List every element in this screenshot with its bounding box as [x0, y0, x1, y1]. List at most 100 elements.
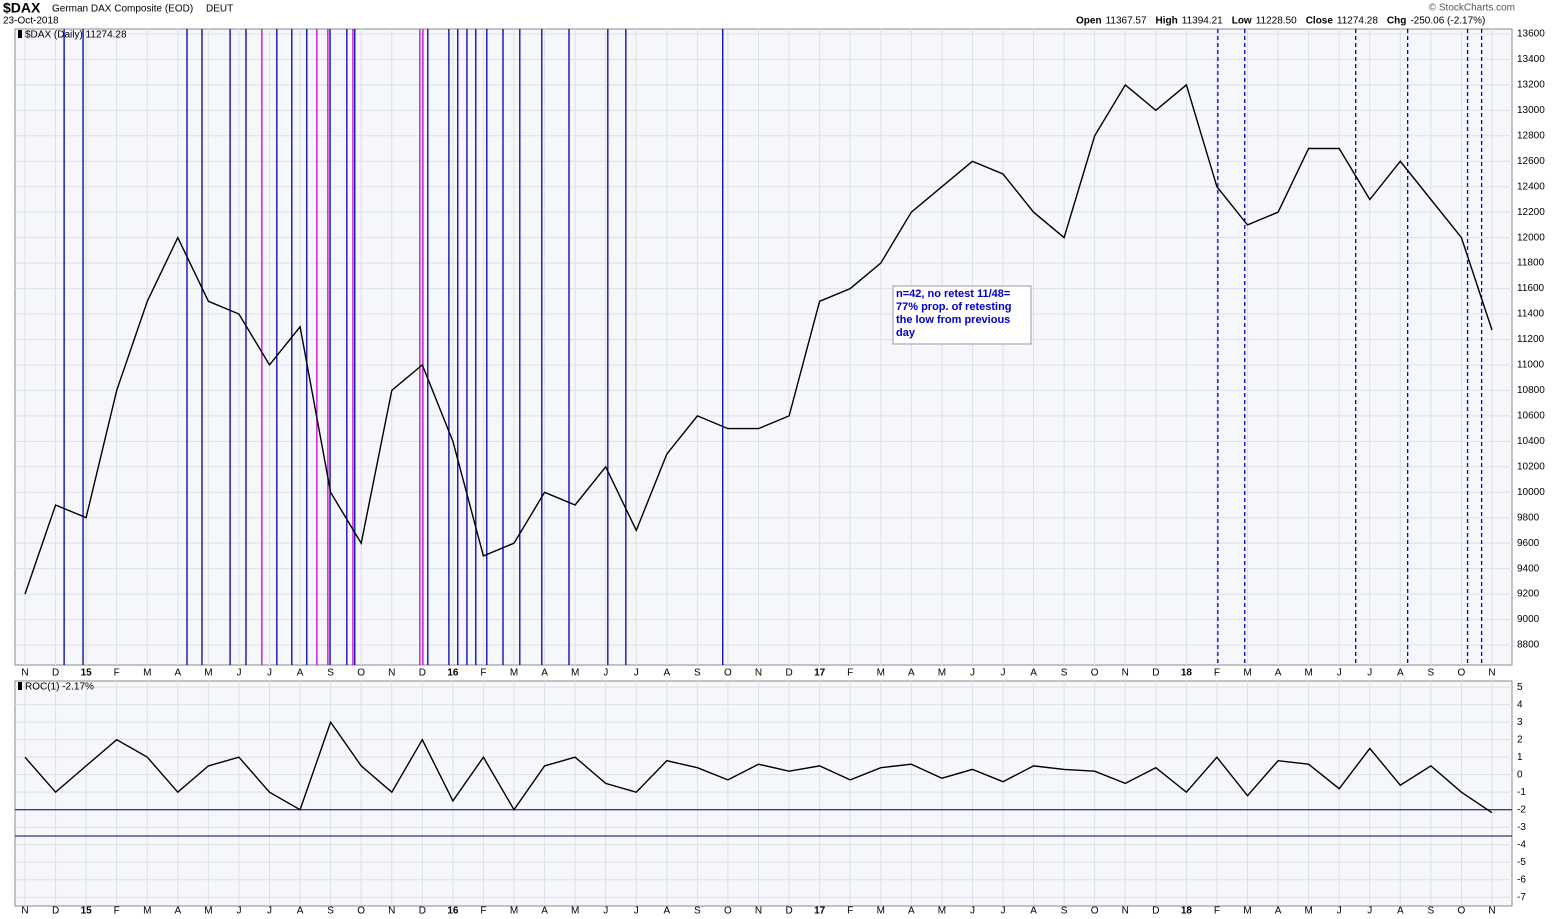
y-tick-label: 11800	[1517, 258, 1545, 269]
x-tick-label: A	[908, 668, 915, 679]
x-tick-label: 16	[447, 906, 459, 917]
annotation-text: the low from previous	[896, 314, 1010, 326]
x-tick-label: A	[297, 668, 304, 679]
x-tick-label: M	[143, 668, 151, 679]
x-tick-label: A	[541, 906, 548, 917]
x-tick-label: J	[1367, 906, 1372, 917]
x-tick-label: J	[970, 668, 975, 679]
x-tick-label: D	[419, 668, 426, 679]
x-tick-label: 16	[447, 668, 459, 679]
x-tick-label: O	[1091, 668, 1099, 679]
x-tick-label: J	[1001, 668, 1006, 679]
x-tick-label: M	[1243, 668, 1251, 679]
x-tick-label: J	[236, 668, 241, 679]
legend-box	[18, 682, 22, 690]
x-tick-label: O	[1091, 906, 1099, 917]
x-tick-label: M	[1304, 668, 1312, 679]
x-tick-label: S	[1428, 906, 1435, 917]
quote-value: 11367.57	[1106, 16, 1147, 27]
y-tick-label: 13000	[1517, 105, 1545, 116]
x-tick-label: A	[1275, 668, 1282, 679]
x-tick-label: M	[877, 668, 885, 679]
quote-label: Close	[1306, 16, 1334, 27]
x-tick-label: A	[1030, 906, 1037, 917]
x-tick-label: J	[236, 906, 241, 917]
y-tick-label: 10200	[1517, 461, 1545, 472]
copyright: © StockCharts.com	[1429, 3, 1515, 14]
x-tick-label: O	[357, 668, 365, 679]
x-tick-label: 15	[81, 906, 93, 917]
y-tick-label: 12000	[1517, 232, 1545, 243]
x-tick-label: J	[267, 906, 272, 917]
y-tick-label: 12200	[1517, 207, 1545, 218]
y-tick-label: 11200	[1517, 334, 1545, 345]
y-tick-label: 1	[1517, 752, 1523, 763]
x-tick-label: F	[1214, 668, 1220, 679]
x-tick-label: D	[52, 906, 59, 917]
x-tick-label: M	[571, 906, 579, 917]
y-tick-label: -5	[1517, 857, 1526, 868]
x-tick-label: J	[1367, 668, 1372, 679]
x-tick-label: M	[877, 906, 885, 917]
x-tick-label: 18	[1181, 668, 1193, 679]
y-tick-label: -2	[1517, 804, 1526, 815]
x-tick-label: D	[1152, 906, 1159, 917]
x-tick-label: A	[174, 668, 181, 679]
quote-label: Low	[1232, 16, 1252, 27]
y-tick-label: 11600	[1517, 283, 1545, 294]
plot-area	[14, 680, 1513, 907]
y-tick-label: -6	[1517, 874, 1526, 885]
x-tick-label: J	[634, 906, 639, 917]
x-tick-label: F	[114, 906, 120, 917]
quote-value: -250.06 (-2.17%)	[1410, 16, 1485, 27]
x-tick-label: A	[1275, 906, 1282, 917]
x-tick-label: D	[785, 906, 792, 917]
y-tick-label: 10400	[1517, 436, 1545, 447]
quote-value: 11394.21	[1182, 16, 1223, 27]
x-tick-label: N	[21, 668, 28, 679]
x-tick-label: N	[1122, 668, 1129, 679]
quote-label: Open	[1076, 16, 1102, 27]
x-tick-label: J	[634, 668, 639, 679]
x-tick-label: S	[1061, 668, 1068, 679]
x-tick-label: O	[357, 906, 365, 917]
x-tick-label: S	[694, 668, 701, 679]
x-tick-label: J	[970, 906, 975, 917]
legend: $DAX (Daily) 11274.28	[25, 30, 127, 41]
quote-value: 11228.50	[1256, 16, 1297, 27]
x-tick-label: A	[663, 906, 670, 917]
y-tick-label: 13200	[1517, 80, 1545, 91]
x-tick-label: O	[1458, 668, 1466, 679]
x-tick-label: A	[297, 906, 304, 917]
y-tick-label: 10600	[1517, 411, 1545, 422]
x-tick-label: J	[603, 906, 608, 917]
annotation-text: n=42, no retest 11/48=	[896, 288, 1010, 300]
x-tick-label: M	[204, 668, 212, 679]
x-tick-label: A	[908, 906, 915, 917]
x-tick-label: F	[1214, 906, 1220, 917]
x-tick-label: M	[1304, 906, 1312, 917]
x-tick-label: S	[327, 668, 334, 679]
y-tick-label: 9800	[1517, 512, 1540, 523]
x-tick-label: O	[1458, 906, 1466, 917]
x-tick-label: F	[847, 906, 853, 917]
x-tick-label: D	[1152, 668, 1159, 679]
date: 23-Oct-2018	[3, 16, 59, 27]
x-tick-label: M	[204, 906, 212, 917]
y-tick-label: 13600	[1517, 29, 1545, 40]
x-tick-label: M	[571, 668, 579, 679]
x-tick-label: M	[510, 906, 518, 917]
x-tick-label: M	[938, 906, 946, 917]
x-tick-label: 17	[814, 668, 826, 679]
x-tick-label: A	[1030, 668, 1037, 679]
y-tick-label: 9000	[1517, 614, 1540, 625]
x-tick-label: M	[510, 668, 518, 679]
y-tick-label: 2	[1517, 734, 1523, 745]
x-tick-label: N	[21, 906, 28, 917]
security-name: German DAX Composite (EOD)	[52, 4, 193, 15]
x-tick-label: M	[143, 906, 151, 917]
x-tick-label: N	[755, 906, 762, 917]
y-tick-label: -1	[1517, 787, 1526, 798]
exchange: DEUT	[206, 4, 233, 15]
